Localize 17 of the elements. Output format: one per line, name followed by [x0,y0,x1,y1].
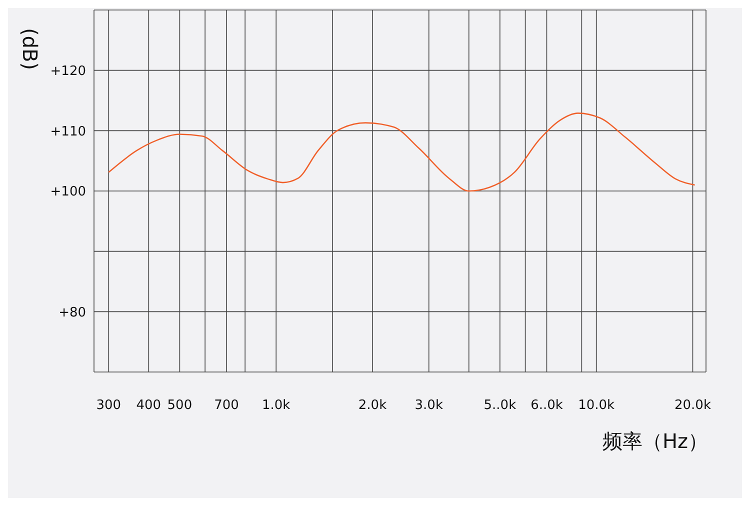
x-tick-label: 5..0k [484,398,517,414]
x-tick-label: 400 [136,398,162,414]
y-axis-title: (dB) [18,28,42,70]
x-tick-label: 1.0k [262,398,291,414]
x-tick-label: 6..0k [530,398,564,414]
x-axis-title: 频率（Hz） [602,428,708,455]
x-tick-label: 20.0k [674,398,712,414]
x-tick-label: 300 [96,398,122,414]
x-tick-label: 2.0k [358,398,388,414]
x-tick-label: 500 [167,398,192,414]
x-tick-label: 3.0k [414,398,444,414]
y-tick-label: +120 [50,64,86,79]
y-tick-label: +110 [50,124,86,140]
y-tick-label: +80 [58,305,86,320]
y-tick-label: +100 [50,184,86,200]
x-tick-label: 700 [214,398,239,414]
x-tick-label: 10.0k [578,398,616,414]
